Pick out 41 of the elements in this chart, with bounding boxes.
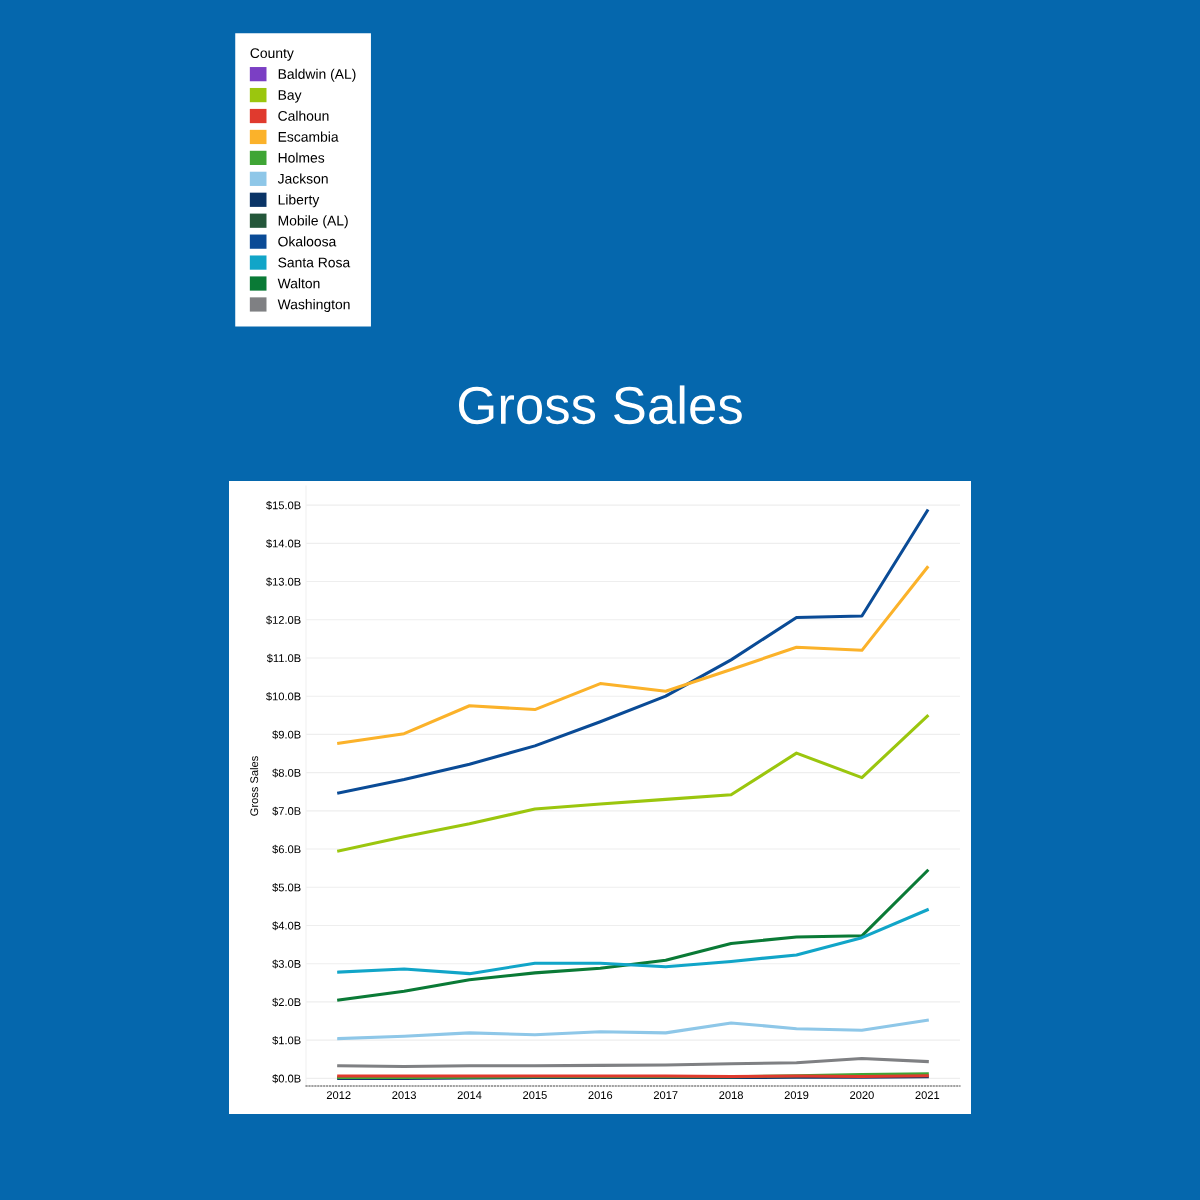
y-tick-label: $9.0B — [272, 730, 301, 740]
y-tick-label: $13.0B — [266, 577, 301, 587]
y-tick-label: $15.0B — [266, 500, 301, 510]
y-tick-label: $12.0B — [266, 615, 301, 625]
y-tick-label: $11.0B — [266, 653, 301, 663]
y-tick-label: $5.0B — [272, 883, 301, 893]
x-tick-label: 2012 — [326, 1091, 351, 1100]
legend-label: Santa Rosa — [278, 257, 351, 268]
chart-title: Gross Sales — [458, 385, 742, 425]
y-tick-label: $3.0B — [272, 959, 301, 969]
x-tick-label: 2020 — [850, 1091, 874, 1100]
y-tick-label: $1.0B — [272, 1035, 301, 1045]
legend-label: Calhoun — [278, 110, 329, 121]
y-tick-label: $6.0B — [272, 844, 301, 854]
y-tick-label: $7.0B — [272, 806, 301, 816]
legend-label: Liberty — [278, 194, 320, 208]
legend-label: Mobile (AL) — [278, 215, 348, 229]
x-tick-label: 2013 — [392, 1091, 416, 1100]
y-tick-label: $10.0B — [266, 691, 301, 701]
x-tick-label: 2015 — [523, 1091, 547, 1100]
legend-label: Baldwin (AL) — [278, 68, 356, 82]
legend-label: Washington — [277, 299, 350, 313]
x-tick-label: 2019 — [784, 1091, 809, 1100]
y-axis-title: Gross Sales — [250, 756, 259, 816]
legend-title: County — [250, 48, 294, 61]
legend-label: Okaloosa — [278, 236, 337, 247]
x-tick-label: 2014 — [457, 1091, 482, 1100]
x-tick-label: 2018 — [719, 1091, 743, 1100]
y-tick-label: $4.0B — [272, 921, 301, 931]
x-tick-label: 2017 — [653, 1091, 678, 1100]
y-tick-label: $8.0B — [272, 768, 301, 778]
legend-label: Walton — [277, 278, 320, 289]
legend-label: Escambia — [278, 131, 339, 142]
x-tick-label: 2016 — [588, 1091, 613, 1100]
y-tick-label: $0.0B — [272, 1074, 301, 1084]
legend-label: Jackson — [277, 173, 328, 184]
x-tick-label: 2021 — [915, 1091, 940, 1100]
legend-label: Bay — [278, 90, 302, 103]
y-tick-label: $2.0B — [272, 997, 301, 1007]
y-tick-label: $14.0B — [266, 539, 301, 549]
legend-label: Holmes — [278, 152, 325, 163]
